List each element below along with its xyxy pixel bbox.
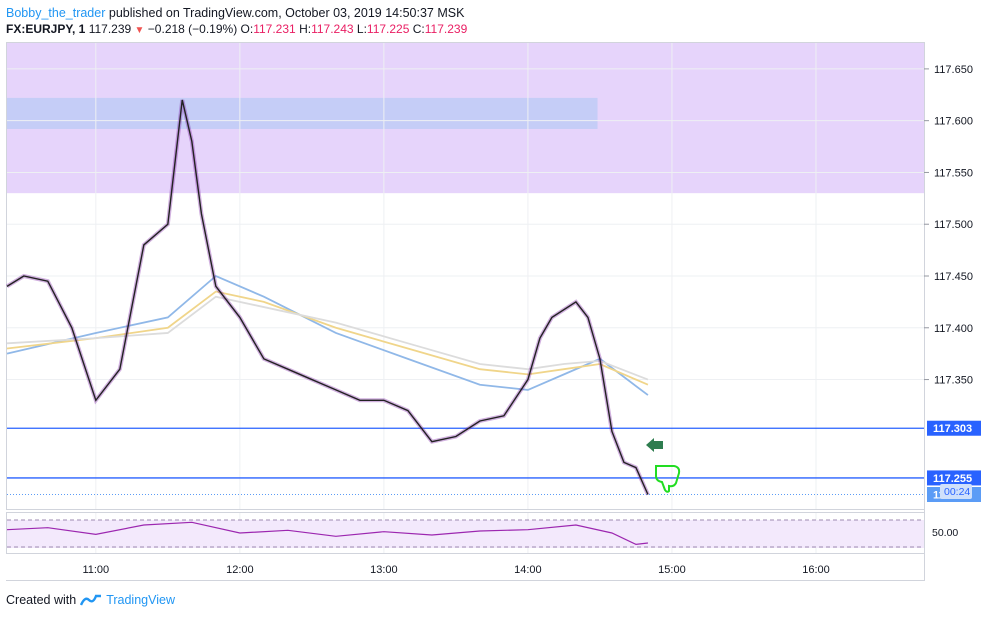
- time-tick-5: 16:00: [802, 564, 830, 576]
- price-label-1: 117.255: [933, 473, 972, 485]
- low-label: L:: [356, 22, 367, 36]
- tradingview-logo-icon: [80, 594, 102, 606]
- ma-line-0: [6, 274, 649, 396]
- publish-info: published on TradingView.com, October 03…: [108, 6, 465, 20]
- zone-1: [7, 97, 598, 129]
- symbol-legend: FX:EURJPY, 1 117.239 ▼ −0.218 (−0.19%) O…: [6, 21, 467, 39]
- price-series: [5, 99, 650, 496]
- price-label-bg-1: [927, 470, 981, 486]
- price-axis-ticks: 117.650 117.600 117.550 117.500 117.450 117.4…: [924, 64, 973, 387]
- price-tick-6: 117.350: [934, 375, 973, 387]
- footer-brand[interactable]: TradingView: [106, 593, 175, 607]
- price-tick-3: 117.500: [934, 219, 973, 231]
- price-change: −0.218 (−0.19%): [147, 22, 238, 36]
- ma-line-2: [6, 295, 649, 381]
- time-tick-0: 11:00: [82, 564, 109, 576]
- price-line: [6, 99, 649, 495]
- down-arrow-icon: ▼: [134, 25, 145, 36]
- countdown-text: 00:24: [944, 486, 970, 498]
- price-tick-4: 117.450: [934, 271, 973, 283]
- time-tick-3: 14:00: [514, 564, 542, 576]
- price-tick-1: 117.600: [934, 116, 973, 128]
- price-label-bg-0: [927, 420, 981, 436]
- publish-header: Bobby_the_trader published on TradingVie…: [6, 5, 464, 21]
- open-value: 117.231: [253, 22, 296, 36]
- moving-averages: [6, 274, 649, 396]
- price-tick-0: 117.650: [934, 64, 973, 76]
- close-label: C:: [412, 22, 425, 36]
- rsi-axis-tick: 50.00: [932, 527, 958, 539]
- footer-created-text: Created with: [6, 593, 77, 607]
- author-link[interactable]: Bobby_the_trader: [6, 6, 106, 20]
- footer: Created with TradingView: [6, 593, 175, 607]
- open-label: O:: [240, 22, 254, 36]
- rsi-line: [6, 521, 649, 545]
- time-axis-ticks: 11:00 12:00 13:00 14:00 15:00 16:00: [82, 564, 829, 576]
- time-tick-2: 13:00: [370, 564, 398, 576]
- time-tick-4: 15:00: [658, 564, 686, 576]
- last-price: 117.239: [88, 22, 132, 36]
- price-tick-2: 117.550: [934, 167, 973, 179]
- ma-line-1: [6, 290, 649, 386]
- countdown-badge: [940, 484, 972, 499]
- close-value: 117.239: [424, 22, 468, 36]
- arrow-left-icon[interactable]: [646, 438, 663, 452]
- rsi-series: [6, 521, 649, 545]
- rsi-band: [7, 520, 924, 548]
- horizontal-lines[interactable]: [7, 427, 924, 496]
- low-value: 117.225: [366, 22, 410, 36]
- thumbs-down-icon[interactable]: [655, 465, 681, 493]
- price-tick-5: 117.400: [934, 323, 973, 335]
- price-label-0: 117.303: [933, 423, 972, 435]
- high-value: 117.243: [311, 22, 354, 36]
- symbol-name[interactable]: FX:EURJPY, 1: [6, 22, 86, 36]
- time-tick-1: 12:00: [226, 564, 254, 576]
- supply-zones[interactable]: [7, 43, 924, 194]
- high-label: H:: [299, 22, 312, 36]
